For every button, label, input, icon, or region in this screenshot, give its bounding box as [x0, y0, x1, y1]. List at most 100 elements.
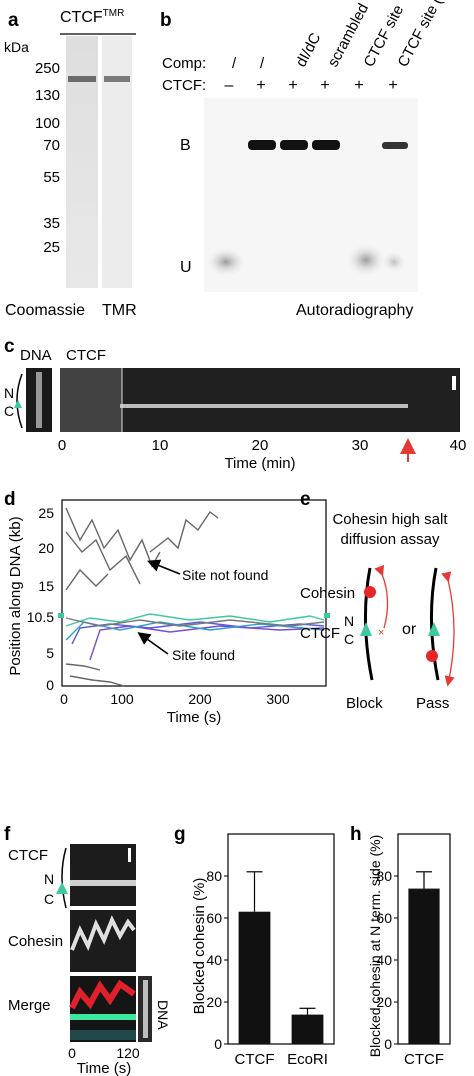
panel-e: e Cohesin high salt diffusion assay × Co… — [300, 489, 455, 712]
bar-ecori — [291, 1014, 324, 1044]
panel-d-letter: d — [4, 489, 16, 510]
d-ylabel: Position along DNA (kb) — [7, 516, 24, 675]
category-label: CTCF — [404, 1051, 444, 1068]
category-label: CTCF — [235, 1051, 275, 1068]
panel-f: f CTCF N C Cohesin Merge DNA 0 120 Time … — [4, 824, 171, 1076]
d-xlabel: Time (s) — [167, 709, 221, 726]
marker-25: 25 — [43, 239, 60, 256]
d-ytick-15: 15 — [38, 578, 54, 594]
c-n-label: N — [4, 385, 14, 401]
comp-lane-3: dI/dC — [293, 30, 325, 70]
y-tick-label: 60 — [376, 910, 392, 926]
y-tick-label: 0 — [384, 1036, 392, 1052]
ctcf-sign-3: + — [288, 77, 297, 94]
ctcf-triangle-block — [360, 622, 372, 636]
trace-found-1 — [65, 613, 325, 627]
ctcf-sign-4: + — [320, 77, 329, 94]
y-tick-label: 20 — [376, 994, 392, 1010]
ctcf-sign-6: + — [388, 77, 397, 94]
cohesin-dot-block — [364, 586, 376, 598]
band-u-lane-1 — [204, 246, 248, 278]
f-merge-label: Merge — [8, 997, 51, 1014]
panel-b: b Comp: CTCF: / / dI/dC scrambled CTCF s… — [160, 0, 462, 319]
marker-55: 55 — [43, 169, 60, 186]
ctcf-triangle-pass — [428, 622, 440, 636]
panel-c: c DNA CTCF N C 0 10 20 30 40 Time (min) — [4, 336, 466, 472]
band-u-label: U — [180, 259, 192, 276]
d-plot-frame — [61, 499, 327, 687]
panel-a-letter: a — [8, 10, 19, 31]
band-u-lane-5 — [344, 242, 388, 278]
y-tick-label: 80 — [376, 868, 392, 884]
band-b-lane-2 — [248, 140, 276, 150]
y-tick-label: 40 — [376, 952, 392, 968]
marker-70: 70 — [43, 137, 60, 154]
d-ytick-0: 0 — [46, 677, 54, 693]
f-xtick-0: 0 — [68, 1045, 76, 1061]
e-ctcf-label: CTCF — [300, 625, 340, 642]
c-tick-20: 20 — [252, 437, 269, 454]
ctcf-sign-5: + — [354, 77, 363, 94]
y-tick-label: 0 — [214, 1036, 222, 1052]
cohesin-dot-pass — [426, 650, 438, 662]
band-b-lane-4 — [312, 140, 340, 150]
e-or-label: or — [402, 621, 417, 638]
y-tick-label: 60 — [206, 910, 222, 926]
marker-100: 100 — [35, 115, 60, 132]
marker-130: 130 — [35, 87, 60, 104]
e-title-2: diffusion assay — [341, 531, 440, 548]
c-tick-10: 10 — [152, 437, 169, 454]
y-tick-label: 40 — [206, 952, 222, 968]
e-c-label: C — [344, 631, 354, 647]
lane-label-tmr: TMR — [102, 302, 137, 319]
f-xlabel: Time (s) — [77, 1060, 131, 1076]
panel-c-letter: c — [4, 336, 15, 357]
f-cohesin-label: Cohesin — [8, 933, 63, 950]
comp-lane-2: / — [260, 55, 265, 72]
tmr-band — [104, 76, 130, 82]
panel-f-letter: f — [4, 824, 11, 845]
panel-e-letter: e — [300, 489, 311, 510]
g-ylabel: Blocked cohesin (%) — [191, 878, 208, 1015]
comp-label: Comp: — [162, 55, 206, 72]
trace-not-found-1 — [65, 507, 161, 568]
band-b-label: B — [180, 137, 191, 154]
d-ytick-5: 5 — [46, 645, 54, 661]
panel-g: g Blocked cohesin (%) 0 20 40 60 80 CTCF EcoRI — [174, 824, 335, 1068]
panel-g-letter: g — [174, 824, 186, 845]
dna-strand-block — [363, 567, 374, 681]
ctcf-tmr-header: CTCFTMR — [60, 8, 124, 26]
ctcf-sign-1: – — [225, 77, 234, 94]
bar-ctcf — [408, 888, 440, 1044]
h-ylabel: Blocked cohesin at N term. side (%) — [367, 835, 383, 1058]
band-u-lane-6 — [380, 250, 408, 274]
dna-strand-pass — [429, 567, 440, 681]
f-ctcf-kymo — [70, 844, 136, 906]
trace-not-found-2 — [65, 531, 141, 585]
trace-not-found-4 — [65, 568, 109, 591]
c-tick-0: 0 — [58, 437, 66, 454]
marker-35: 35 — [43, 215, 60, 232]
d-ytick-10-5: 10.5 — [27, 609, 54, 625]
ann-site-found: Site found — [172, 647, 235, 663]
f-xtick-120: 120 — [116, 1045, 140, 1061]
trace-found-3 — [89, 625, 325, 661]
dna-label: DNA — [20, 347, 52, 364]
d-xtick-200: 200 — [188, 691, 212, 707]
d-xtick-0: 0 — [60, 691, 68, 707]
ctcf-sign-2: + — [256, 77, 265, 94]
chart-h: 0 20 40 60 80 CTCF — [376, 833, 451, 1068]
d-ytick-20: 20 — [38, 540, 54, 556]
band-b-lane-6 — [382, 142, 408, 149]
coomassie-lane — [66, 36, 98, 288]
kda-label: kDa — [4, 39, 29, 55]
f-c-label: C — [44, 891, 54, 907]
chart-frame — [227, 833, 335, 1045]
panel-h-letter: h — [350, 824, 362, 845]
e-title-1: Cohesin high salt — [332, 511, 448, 528]
coomassie-band — [68, 76, 96, 82]
category-label: EcoRI — [287, 1051, 328, 1068]
y-tick-label: 20 — [206, 994, 222, 1010]
f-n-label: N — [44, 871, 54, 887]
band-b-lane-3 — [280, 140, 308, 150]
